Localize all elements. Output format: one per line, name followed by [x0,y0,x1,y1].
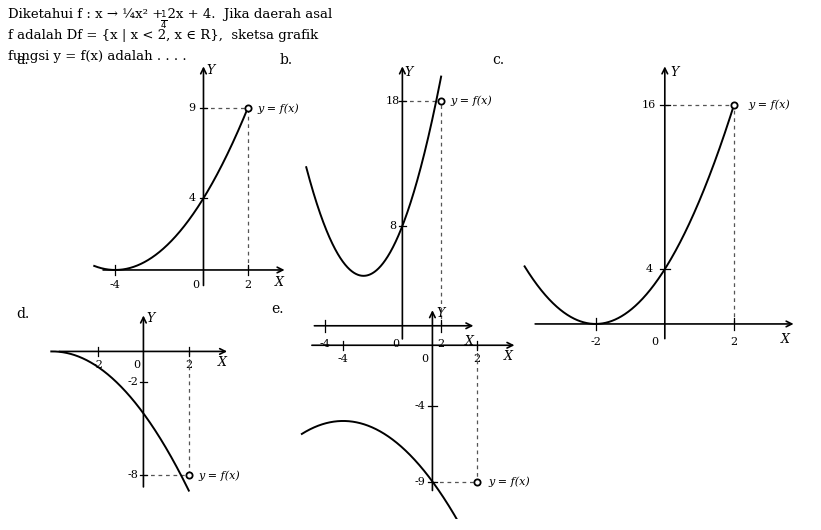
Text: -4: -4 [319,339,330,349]
Text: f adalah Df = {x | x < 2, x ∈ R},  sketsa grafik: f adalah Df = {x | x < 2, x ∈ R}, sketsa… [8,29,319,42]
Text: y = f(x): y = f(x) [749,100,790,110]
Text: 0: 0 [392,339,400,349]
Text: Y: Y [405,66,413,78]
Text: 0: 0 [421,354,428,364]
Text: X: X [503,350,512,364]
Text: 4: 4 [189,193,195,203]
Text: 8: 8 [389,221,396,231]
Text: 2: 2 [186,359,192,369]
Text: Y: Y [207,64,215,77]
Text: 18: 18 [385,96,400,106]
Text: X: X [781,333,789,346]
Text: 2: 2 [438,339,445,349]
Text: c.: c. [493,53,505,67]
Text: -8: -8 [127,470,139,480]
Text: -9: -9 [415,476,425,487]
Text: fungsi y = f(x) adalah . . . .: fungsi y = f(x) adalah . . . . [8,50,187,64]
Text: Y: Y [146,312,154,325]
Text: -2: -2 [93,359,103,369]
Text: X: X [465,335,474,348]
Text: 4: 4 [645,264,653,274]
Text: y = f(x): y = f(x) [258,103,300,114]
Text: -4: -4 [337,354,349,364]
Text: -2: -2 [590,337,601,347]
Text: -4: -4 [110,280,121,290]
Text: y = f(x): y = f(x) [199,470,240,481]
Text: Y: Y [436,307,445,320]
Text: 0: 0 [651,337,658,347]
Text: $\frac{1}{4}$: $\frac{1}{4}$ [160,9,167,31]
Text: 2: 2 [731,337,737,347]
Text: y = f(x): y = f(x) [488,476,530,487]
Text: -4: -4 [415,401,425,411]
Text: 2: 2 [474,354,480,364]
Text: Diketahui f : x → ¼x² + 2x + 4.  Jika daerah asal: Diketahui f : x → ¼x² + 2x + 4. Jika dae… [8,8,333,21]
Text: -2: -2 [127,377,139,387]
Text: d.: d. [16,307,30,321]
Text: y = f(x): y = f(x) [450,96,492,107]
Text: 2: 2 [244,280,251,290]
Text: a.: a. [16,53,29,67]
Text: b.: b. [279,53,292,67]
Text: Y: Y [671,66,679,78]
Text: X: X [218,356,227,369]
Text: 0: 0 [133,359,140,369]
Text: X: X [275,276,283,289]
Text: 9: 9 [189,103,195,113]
Text: 16: 16 [642,100,656,110]
Text: 0: 0 [193,280,200,290]
Text: e.: e. [271,302,283,316]
